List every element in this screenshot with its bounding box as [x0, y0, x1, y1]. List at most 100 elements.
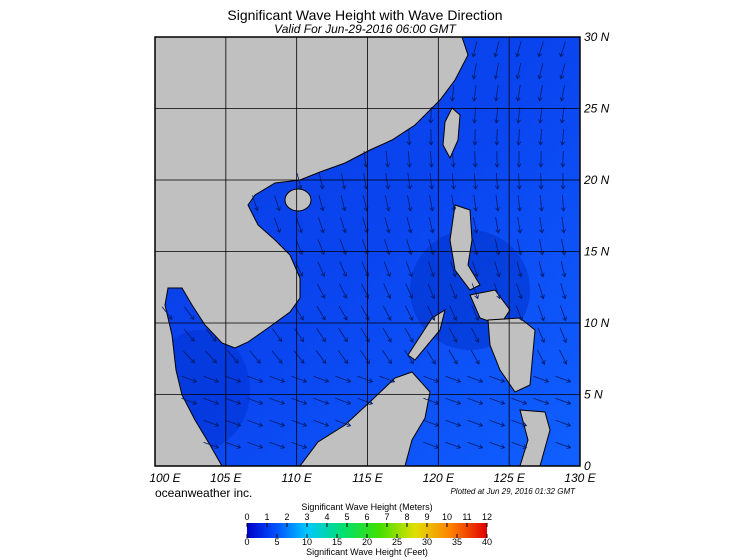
- wave-arrow: [561, 217, 566, 234]
- wave-arrow: [560, 150, 566, 168]
- wave-arrow: [252, 195, 259, 212]
- wave-arrow: [382, 350, 392, 365]
- wave-arrow: [539, 194, 544, 212]
- wave-arrow: [493, 283, 501, 300]
- wave-arrow: [445, 441, 462, 449]
- wave-arrow: [467, 419, 484, 427]
- wave-arrow: [161, 306, 173, 320]
- wave-arrow: [445, 419, 462, 427]
- wave-arrow: [493, 85, 499, 102]
- wave-arrow: [225, 375, 242, 383]
- wave-arrow: [363, 151, 368, 168]
- wave-arrow: [538, 128, 544, 146]
- wave-arrow: [472, 239, 479, 256]
- wave-arrow: [341, 173, 347, 190]
- wave-arrow: [315, 350, 327, 365]
- wave-arrow: [515, 85, 521, 102]
- lon-label: 105 E: [210, 471, 242, 485]
- wave-arrow: [271, 350, 283, 364]
- wave-arrow: [555, 397, 572, 405]
- wave-arrow: [516, 172, 522, 190]
- wave-arrow: [560, 172, 566, 190]
- wave-arrow: [533, 375, 550, 383]
- wave-arrow: [183, 328, 195, 342]
- wave-arrow: [517, 195, 522, 212]
- meters-tick-label: 9: [424, 512, 429, 522]
- hainan: [284, 188, 312, 212]
- meters-tick-label: 2: [284, 512, 289, 522]
- meters-tick-label: 11: [462, 512, 471, 522]
- lon-label: 100 E: [149, 471, 181, 485]
- wave-arrow: [537, 305, 545, 322]
- wave-arrow: [559, 349, 568, 365]
- wave-arrow: [405, 261, 413, 278]
- wave-arrow: [471, 63, 477, 80]
- wave-arrow: [384, 239, 391, 256]
- wave-arrow: [559, 85, 565, 102]
- wave-arrow: [383, 261, 391, 278]
- wave-arrow: [511, 441, 528, 449]
- wave-arrow: [335, 375, 352, 383]
- wave-arrow: [291, 441, 308, 449]
- wave-arrow: [471, 41, 478, 58]
- mainland: [155, 37, 469, 466]
- wave-arrow: [318, 217, 325, 234]
- feet-tick-label: 0: [244, 537, 249, 547]
- wave-arrow: [296, 173, 303, 190]
- wave-arrow: [407, 150, 412, 168]
- wave-arrow: [511, 419, 528, 427]
- wave-arrow: [533, 397, 550, 405]
- map: [155, 37, 580, 466]
- wave-arrow: [494, 239, 501, 256]
- wave-arrow: [489, 441, 506, 449]
- wave-arrow: [269, 397, 286, 405]
- wave-arrow: [313, 419, 330, 427]
- wave-arrow: [382, 305, 392, 321]
- wave-arrow: [294, 305, 304, 321]
- wave-arrow: [293, 350, 305, 364]
- wave-arrow: [269, 375, 286, 383]
- wave-arrow: [428, 128, 434, 146]
- meters-tick-label: 1: [264, 512, 269, 522]
- wave-arrow: [537, 85, 543, 102]
- wave-arrow: [203, 441, 220, 449]
- palawan: [407, 308, 446, 361]
- wave-arrow: [515, 41, 522, 58]
- wave-arrow: [559, 41, 566, 58]
- wave-arrow: [428, 150, 434, 168]
- wave-arrow: [427, 305, 436, 321]
- lat-label: 10 N: [584, 316, 610, 330]
- wave-arrow: [559, 305, 567, 322]
- wave-arrow: [313, 375, 330, 383]
- luzon: [449, 204, 481, 291]
- wave-arrow: [472, 106, 478, 124]
- wave-arrow: [515, 63, 522, 80]
- wave-arrow: [494, 150, 500, 168]
- wave-arrow: [429, 195, 435, 212]
- feet-tick-label: 25: [392, 537, 402, 547]
- wave-arrow: [405, 305, 414, 321]
- wave-arrow: [247, 441, 264, 449]
- wave-arrow: [494, 172, 500, 190]
- title: Significant Wave Height with Wave Direct…: [227, 7, 502, 23]
- wave-arrow: [516, 261, 523, 278]
- wave-arrow: [203, 419, 220, 427]
- wave-arrow: [555, 419, 572, 427]
- wave-arrow: [404, 350, 414, 365]
- wave-arrow: [205, 350, 217, 364]
- wave-arrow: [406, 217, 413, 234]
- wave-arrow: [467, 397, 484, 405]
- lat-label: 25 N: [583, 102, 610, 116]
- meters-tick-label: 3: [304, 512, 309, 522]
- lon-label: 120 E: [423, 471, 455, 485]
- lon-label: 130 E: [564, 471, 596, 485]
- wave-arrow: [473, 217, 479, 234]
- meters-tick-label: 6: [364, 512, 369, 522]
- wave-arrow: [539, 217, 545, 234]
- wave-arrow: [247, 375, 264, 383]
- lat-label: 30 N: [584, 30, 610, 44]
- wave-arrow: [560, 128, 565, 146]
- wave-arrow: [181, 375, 198, 383]
- wave-arrow: [316, 328, 326, 343]
